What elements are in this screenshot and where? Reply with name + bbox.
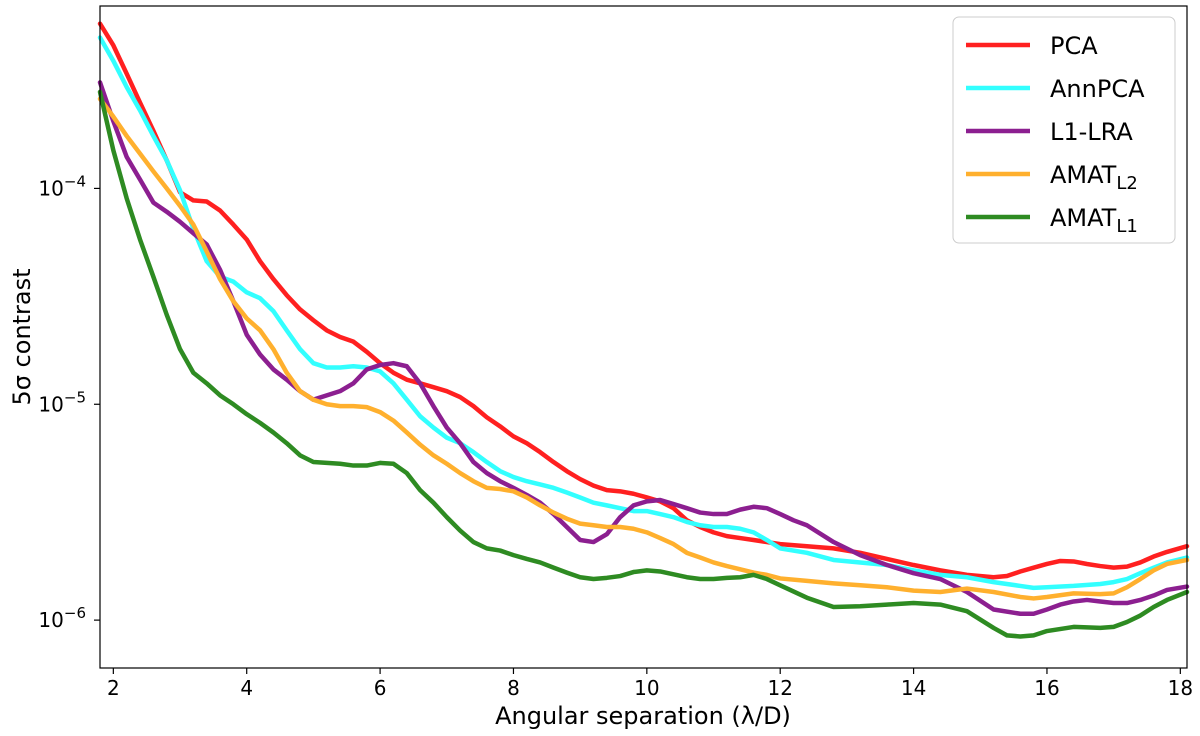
series-line-annpca — [97, 35, 1190, 591]
y-tick-label: 10−4 — [38, 172, 86, 200]
plot-frame — [99, 5, 1188, 669]
series-layer — [97, 21, 1190, 639]
x-tick-label: 2 — [107, 676, 120, 700]
series-line-l1-lra — [97, 80, 1190, 617]
series-line-amatl2 — [97, 96, 1190, 601]
y-tick-label: 10−5 — [38, 388, 86, 416]
x-tick-label: 10 — [634, 676, 659, 700]
y-axis: 10−6 10−5 10−4 — [38, 172, 100, 632]
legend-box — [952, 16, 1176, 244]
y-axis-label: 5σ contrast — [8, 268, 36, 405]
x-tick-label: 12 — [767, 676, 792, 700]
x-axis-label: Angular separation (λ/D) — [495, 702, 791, 730]
x-tick-label: 18 — [1168, 676, 1193, 700]
series-line-amatl1 — [97, 89, 1190, 639]
x-tick-label: 16 — [1034, 676, 1059, 700]
legend-label-amatl1: AMATL1 — [1050, 204, 1138, 237]
legend-label-pca: PCA — [1050, 32, 1098, 60]
legend-label-l1-lra: L1-LRA — [1050, 118, 1133, 146]
legend-label-amatl2: AMATL2 — [1050, 161, 1138, 194]
x-tick-label: 14 — [901, 676, 926, 700]
legend: PCA AnnPCA L1-LRA AMATL2 AMATL1 — [952, 16, 1176, 244]
x-tick-label: 4 — [240, 676, 253, 700]
y-tick-label: 10−6 — [38, 604, 86, 632]
legend-label-annpca: AnnPCA — [1050, 75, 1145, 103]
x-tick-label: 8 — [507, 676, 520, 700]
x-tick-label: 6 — [374, 676, 387, 700]
x-axis: 2 4 6 8 10 12 14 16 18 — [107, 668, 1193, 700]
series-line-pca — [97, 21, 1190, 580]
